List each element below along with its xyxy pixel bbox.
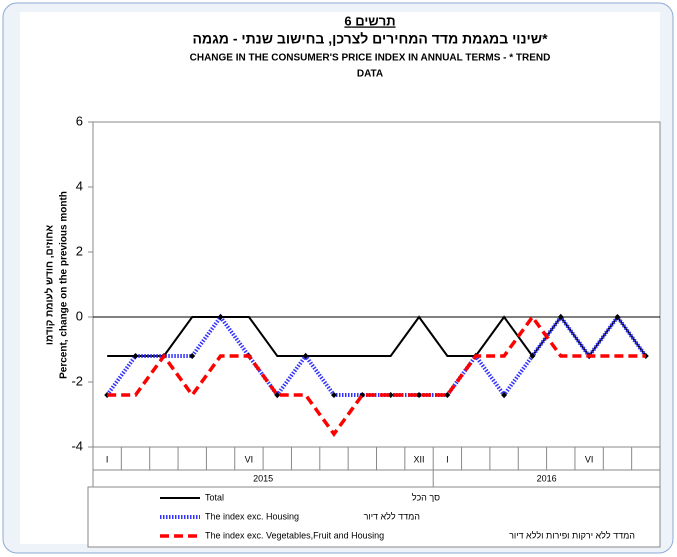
y-tick-label: 4 <box>76 178 83 193</box>
x-tick-label: I <box>106 454 109 464</box>
x-tick-label: XII <box>414 454 425 464</box>
marker <box>274 392 281 398</box>
chart-title: תרשים 6 <box>344 13 395 28</box>
marker <box>614 314 621 320</box>
chart-title-en: CHANGE IN THE CONSUMER'S PRICE INDEX IN … <box>190 53 551 64</box>
y-tick-label: 6 <box>76 113 83 128</box>
marker <box>501 392 508 398</box>
y-tick-label: 0 <box>76 308 83 323</box>
marker <box>330 392 337 398</box>
chart-title-en: DATA <box>357 69 383 80</box>
marker <box>416 392 423 398</box>
y-axis-label: אחוזים, חודש לעומת קודמו <box>44 225 56 345</box>
marker <box>189 353 196 359</box>
marker <box>302 353 309 359</box>
marker <box>217 314 224 320</box>
marker <box>557 314 564 320</box>
year-label: 2015 <box>253 473 273 483</box>
x-tick-label: VI <box>245 454 254 464</box>
legend-label: The index exc. Housing <box>205 511 299 521</box>
line-series <box>107 315 647 358</box>
marker <box>444 392 451 398</box>
line-series <box>107 314 646 437</box>
y-tick-label: 2 <box>76 243 83 258</box>
legend-label: המדד ללא דיור <box>364 511 420 521</box>
legend-label: Total <box>205 492 224 502</box>
marker <box>529 353 536 359</box>
marker <box>387 392 394 398</box>
chart-subtitle: שינוי במגמת מדד המחירים לצרכן, בחישוב שנ… <box>192 31 548 47</box>
legend-label: סך הכל <box>412 492 440 502</box>
x-tick-label: VI <box>585 454 594 464</box>
y-tick-label: -2 <box>71 373 83 388</box>
year-label: 2016 <box>537 473 557 483</box>
legend-label: The index exc. Vegetables,Fruit and Hous… <box>205 530 384 540</box>
marker <box>132 353 139 359</box>
y-axis-label: Percent, change on the previous month <box>59 191 70 379</box>
plot-area <box>92 121 661 448</box>
legend-label: המדד ללא ירקות ופירות וללא דיור <box>509 530 635 540</box>
x-tick-label: I <box>446 454 449 464</box>
y-tick-label: -4 <box>71 438 83 453</box>
